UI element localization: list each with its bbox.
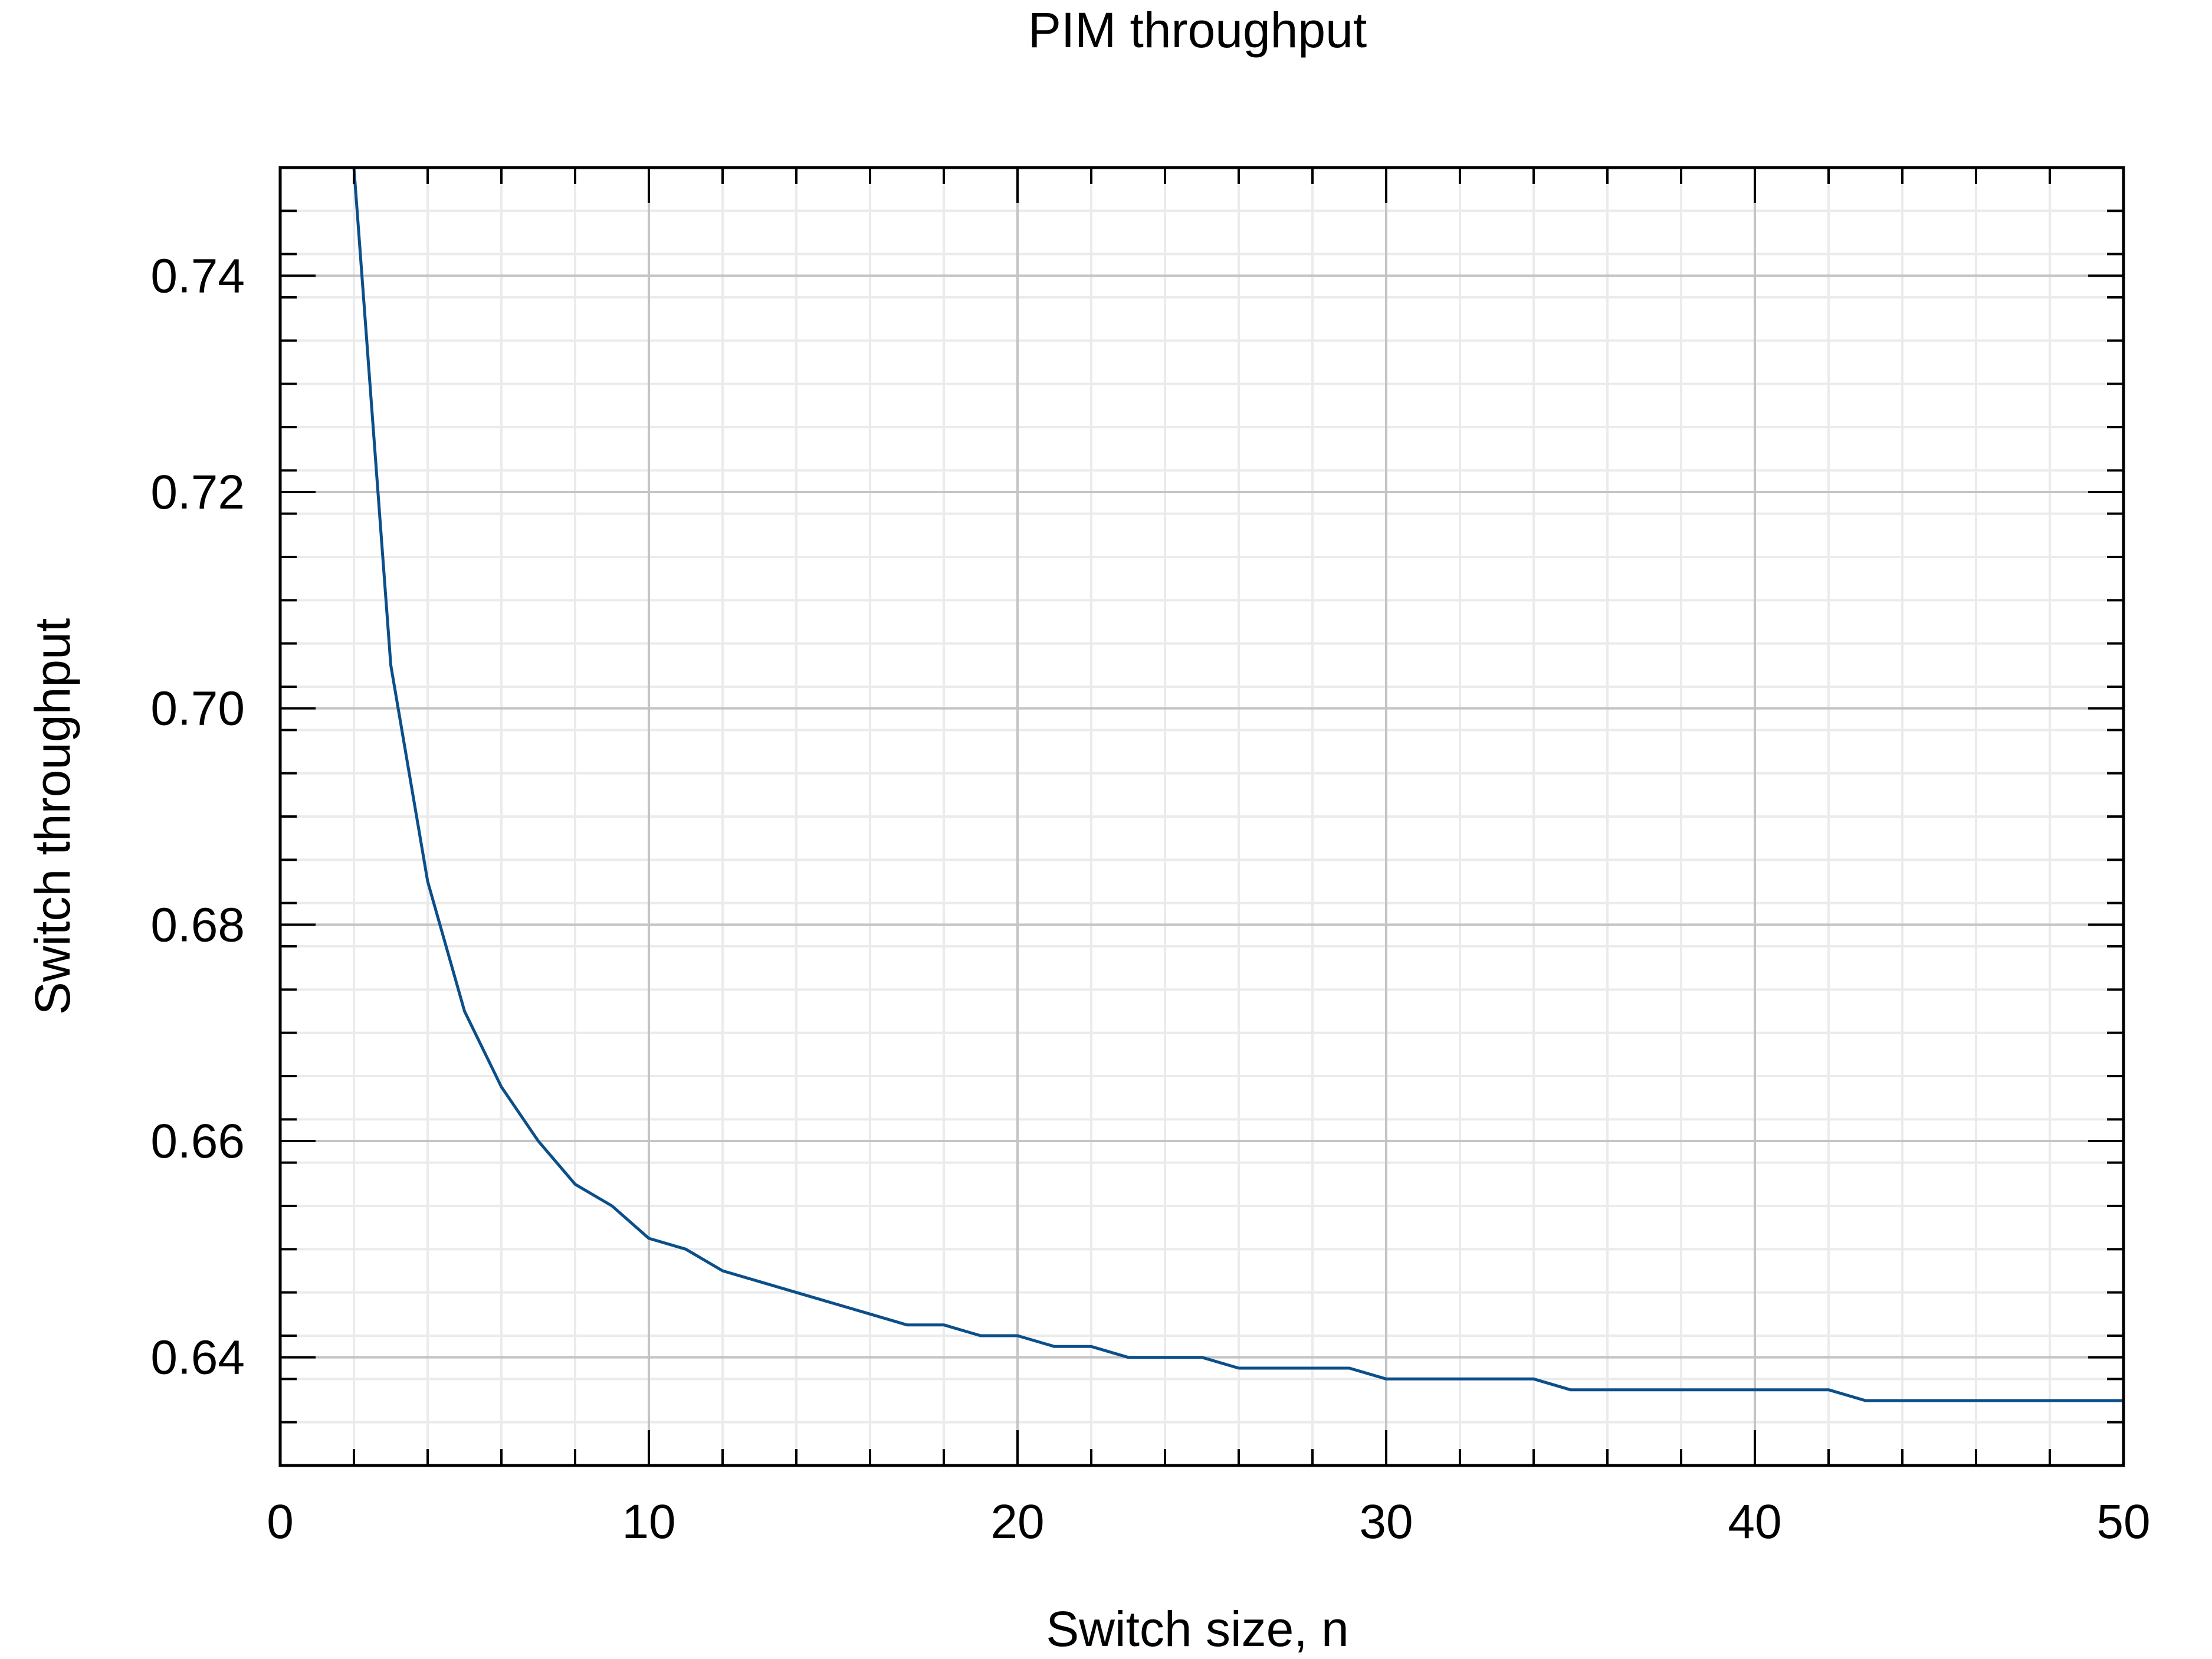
y-tick-label: 0.66 (150, 1114, 245, 1168)
ticks (279, 166, 2125, 1467)
x-tick-label: 10 (622, 1495, 675, 1549)
x-tick-label: 0 (267, 1495, 294, 1549)
y-axis-label: Switch throughput (25, 618, 80, 1015)
y-tick-label: 0.70 (150, 682, 245, 736)
y-tick-label: 0.72 (150, 465, 245, 519)
chart-title: PIM throughput (1028, 2, 1367, 58)
y-tick-label: 0.74 (150, 249, 245, 303)
x-axis-label: Switch size, n (1046, 1601, 1349, 1657)
series-layer (352, 167, 2124, 1402)
series-line (352, 167, 2124, 1402)
x-tick-label: 30 (1359, 1495, 1413, 1549)
x-tick-label: 20 (990, 1495, 1044, 1549)
tick-labels: 0 10 20 30 40 50 0.64 0.66 0.68 0.70 0.72 0.74 (150, 249, 2150, 1549)
y-tick-label: 0.64 (150, 1331, 245, 1385)
y-tick-label: 0.68 (150, 898, 245, 952)
x-tick-label: 50 (2096, 1495, 2150, 1549)
x-tick-label: 40 (1728, 1495, 1781, 1549)
grid (279, 166, 2125, 1467)
